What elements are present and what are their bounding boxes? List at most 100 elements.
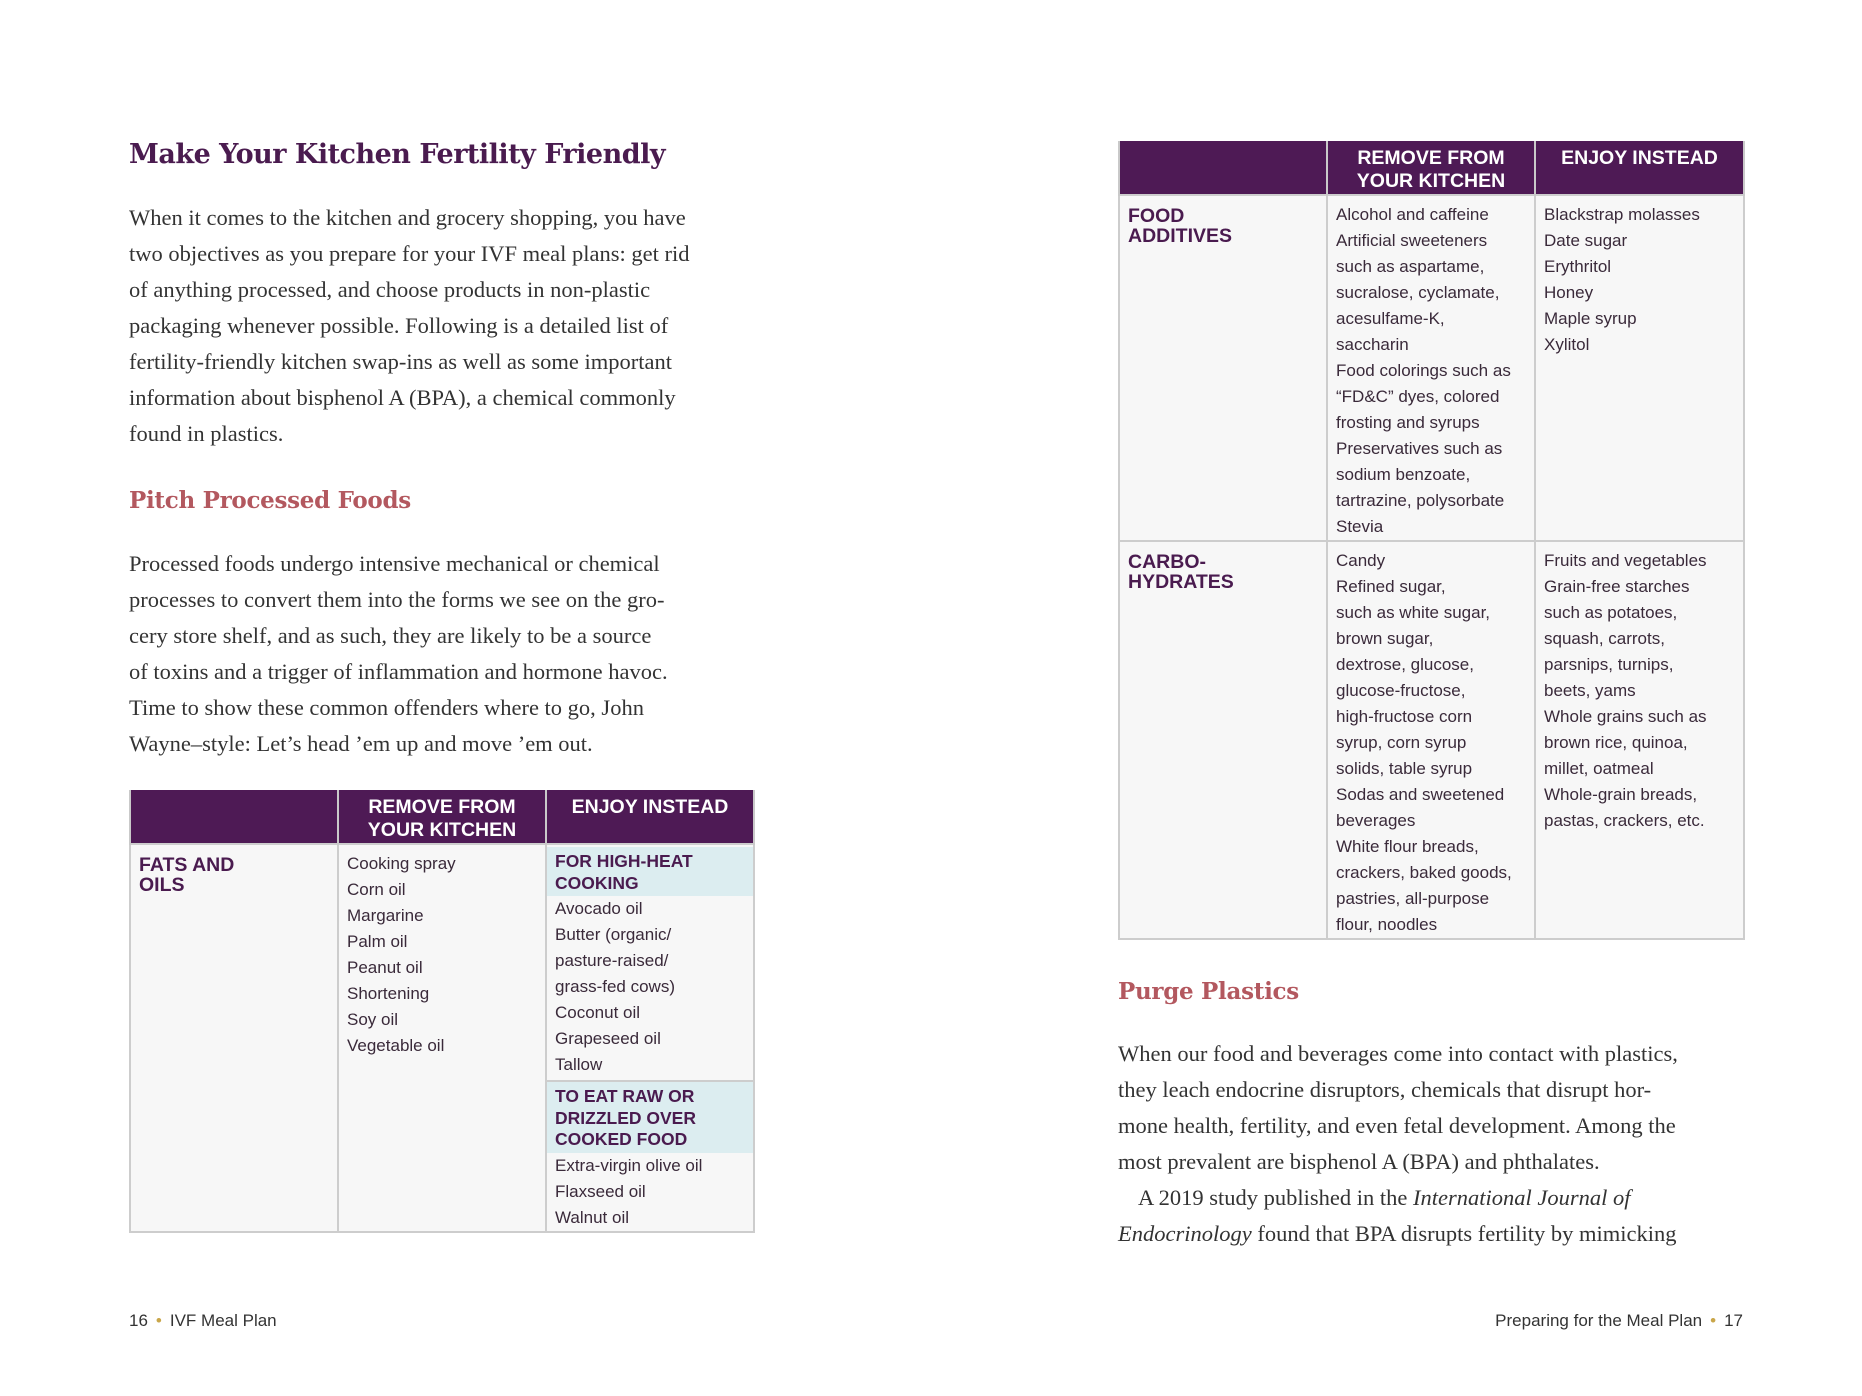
separator-dot: •	[1710, 1311, 1717, 1330]
list-item: high-fructose corn	[1336, 707, 1473, 726]
list-item: beets, yams	[1544, 681, 1636, 700]
category-label: FATS AND OILS	[139, 854, 235, 896]
list-item: such as aspartame,	[1336, 257, 1485, 276]
table-row-food-additives: FOOD ADDITIVES Alcohol and caffeine Artif…	[1118, 194, 1745, 542]
list-item: Maple syrup	[1544, 309, 1637, 328]
list-item: Avocado oil	[555, 899, 643, 918]
page-title: Make Your Kitchen Fertility Friendly	[129, 139, 666, 170]
list-item: saccharin	[1336, 335, 1409, 354]
list-item: “FD&C” dyes, colored	[1336, 387, 1500, 406]
enjoy-list: Blackstrap molasses Date sugar Erythritol H…	[1534, 194, 1745, 542]
list-item: Date sugar	[1544, 231, 1628, 250]
table-header-enjoy: ENJOY INSTEAD	[545, 790, 755, 844]
list-item: Erythritol	[1544, 257, 1612, 276]
category-label: FOOD ADDITIVES	[1128, 205, 1233, 247]
list-item: Corn oil	[347, 880, 406, 899]
list-item: Blackstrap molasses	[1544, 205, 1700, 224]
list-item: flour, noodles	[1336, 915, 1438, 934]
list-item: Alcohol and caffeine	[1336, 205, 1489, 224]
journal-title: International Journal of	[1413, 1185, 1631, 1210]
list-item: Candy	[1336, 551, 1386, 570]
list-item: sucralose, cyclamate,	[1336, 283, 1500, 302]
table-header-remove: REMOVE FROM YOUR KITCHEN	[1326, 141, 1536, 195]
list-item: they leach endocrine disruptors, chemica…	[1118, 1077, 1652, 1102]
list-item: Xylitol	[1544, 335, 1590, 354]
category-food-additives: FOOD ADDITIVES	[1118, 194, 1328, 542]
list-item: Food colorings such as	[1336, 361, 1511, 380]
list-item: frosting and syrups	[1336, 413, 1480, 432]
category-carbohydrates: CARBO-HYDRATES	[1118, 540, 1328, 940]
list-item: fertility-friendly kitchen swap-ins as w…	[129, 349, 672, 374]
list-item: such as white sugar,	[1336, 603, 1491, 622]
list-item: such as potatoes,	[1544, 603, 1678, 622]
list-item: Time to show these common offenders wher…	[129, 695, 644, 720]
list-item: Refined sugar,	[1336, 577, 1446, 596]
page-number: 17	[1724, 1311, 1743, 1330]
fats-and-oils-table: REMOVE FROM YOUR KITCHEN ENJOY INSTEAD F…	[129, 790, 755, 1233]
list-item: When our food and beverages come into co…	[1118, 1041, 1678, 1066]
list-item: Palm oil	[347, 932, 408, 951]
list-item: most prevalent are bisphenol A (BPA) and…	[1118, 1149, 1600, 1174]
remove-list: Alcohol and caffeine Artificial sweetener…	[1326, 194, 1536, 542]
table-header-category	[1118, 141, 1328, 195]
list-item: packaging whenever possible. Following i…	[129, 313, 669, 338]
list-item: Coconut oil	[555, 1003, 641, 1022]
list-item: solids, table syrup	[1336, 759, 1473, 778]
category-label: CARBO-HYDRATES	[1128, 551, 1234, 593]
list-item: syrup, corn syrup	[1336, 733, 1467, 752]
list-item: parsnips, turnips,	[1544, 655, 1674, 674]
list-item: Grapeseed oil	[555, 1029, 661, 1048]
list-item: brown rice, quinoa,	[1544, 733, 1688, 752]
food-additives-carbs-table: REMOVE FROM YOUR KITCHEN ENJOY INSTEAD F…	[1118, 141, 1745, 940]
list-item: pastas, crackers, etc.	[1544, 811, 1705, 830]
book-title: IVF Meal Plan	[169, 1311, 277, 1330]
table-header-category	[129, 790, 339, 844]
table-row-carbohydrates: CARBO-HYDRATES Candy Refined sugar, such a…	[1118, 540, 1745, 940]
list-item: two objectives as you prepare for your I…	[129, 241, 690, 266]
enjoy-list: FOR HIGH-HEAT COOKING Avocado oil Butter …	[545, 843, 755, 1233]
plastics-paragraph: When our food and beverages come into co…	[1118, 1036, 1678, 1252]
list-item: of anything processed, and choose produc…	[129, 277, 651, 302]
list-item: glucose-fructose,	[1336, 681, 1466, 700]
list-item: Preservatives such as	[1336, 439, 1503, 458]
list-item: Stevia	[1336, 517, 1384, 536]
raw-list: Extra-virgin olive oil Flaxseed oil Walnut…	[555, 1153, 745, 1231]
list-item: Tallow	[555, 1055, 603, 1074]
list-item: crackers, baked goods,	[1336, 863, 1512, 882]
table-header-remove: REMOVE FROM YOUR KITCHEN	[337, 790, 547, 844]
list-item: dextrose, glucose,	[1336, 655, 1474, 674]
list-item: tartrazine, polysorbate	[1336, 491, 1505, 510]
intro-paragraph: When it comes to the kitchen and grocery…	[129, 200, 689, 452]
list-item: cery store shelf, and as such, they are …	[129, 623, 652, 648]
journal-title-cont: Endocrinology	[1118, 1221, 1252, 1246]
list-item: Peanut oil	[347, 958, 423, 977]
list-item: When it comes to the kitchen and grocery…	[129, 205, 686, 230]
list-item: beverages	[1336, 811, 1416, 830]
list-item: Honey	[1544, 283, 1594, 302]
list-item: pastries, all-purpose	[1336, 889, 1490, 908]
table-header-enjoy: ENJOY INSTEAD	[1534, 141, 1745, 195]
list-item: Grain-free starches	[1544, 577, 1690, 596]
list-item: Cooking spray	[347, 854, 456, 873]
list-item: Wayne–style: Let’s head ’em up and move …	[129, 731, 593, 756]
section-heading-pitch-processed-foods: Pitch Processed Foods	[129, 487, 411, 514]
list-item: Fruits and vegetables	[1544, 551, 1707, 570]
separator-dot: •	[155, 1311, 162, 1330]
list-item: grass-fed cows)	[555, 977, 675, 996]
study-line-1: A 2019 study published in the Internatio…	[1118, 1180, 1678, 1216]
list-item: White flour breads,	[1336, 837, 1479, 856]
subheading-high-heat: FOR HIGH-HEAT COOKING	[547, 847, 753, 896]
list-item: pasture-raised/	[555, 951, 669, 970]
category-fats-and-oils: FATS AND OILS	[129, 843, 339, 1233]
processed-foods-paragraph: Processed foods undergo intensive mechan…	[129, 546, 668, 762]
study-line-2: Endocrinology found that BPA disrupts fe…	[1118, 1216, 1678, 1252]
list-item: Extra-virgin olive oil	[555, 1155, 703, 1175]
list-item: processes to convert them into the forms…	[129, 587, 665, 612]
list-item: Processed foods undergo intensive mechan…	[129, 551, 660, 576]
list-item: Margarine	[347, 906, 424, 925]
chapter-title: Preparing for the Meal Plan	[1495, 1311, 1703, 1330]
list-item: Flaxseed oil	[555, 1181, 646, 1201]
list-item: Whole-grain breads,	[1544, 785, 1698, 804]
list-item: acesulfame-K,	[1336, 309, 1445, 328]
list-item: Soy oil	[347, 1010, 399, 1029]
